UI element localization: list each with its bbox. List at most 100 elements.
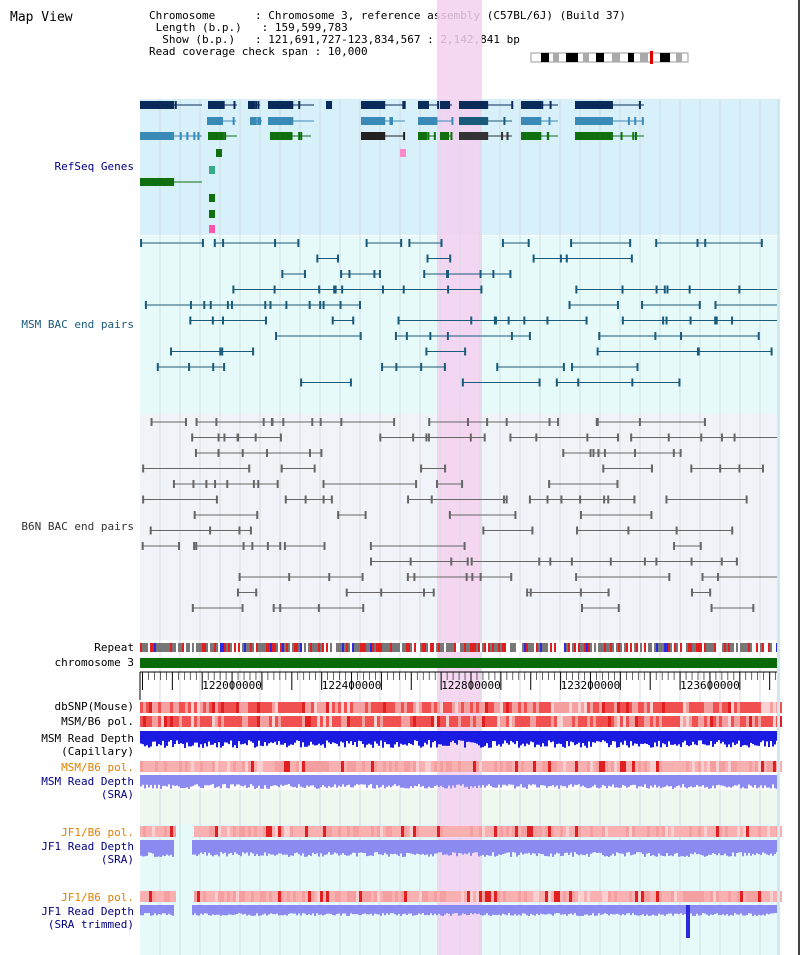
depth-bin: [214, 731, 216, 744]
polymorphism-bin: [491, 761, 494, 772]
repeat-bin: [222, 643, 224, 652]
depth-bin: [468, 905, 470, 916]
depth-bin: [176, 731, 178, 741]
depth-bin: [394, 840, 396, 854]
depth-bin: [170, 905, 172, 915]
label-refseq[interactable]: RefSeq Genes: [54, 160, 134, 173]
polymorphism-bin: [731, 826, 734, 837]
depth-bin: [446, 731, 448, 746]
depth-bin: [408, 905, 410, 914]
depth-bin: [402, 905, 404, 915]
depth-bin: [504, 775, 506, 785]
depth-bin: [160, 775, 162, 789]
depth-bin: [590, 905, 592, 916]
polymorphism-bin: [167, 891, 170, 902]
depth-bin: [740, 775, 742, 789]
depth-bin: [380, 731, 382, 741]
polymorphism-bin: [662, 716, 665, 727]
depth-bin: [178, 731, 180, 744]
polymorphism-bin: [557, 826, 560, 837]
polymorphism-bin: [344, 826, 347, 837]
polymorphism-bin: [665, 761, 668, 772]
depth-bin: [772, 775, 774, 785]
depth-bin: [732, 731, 734, 743]
polymorphism-bin: [713, 826, 716, 837]
depth-bin: [202, 731, 204, 748]
repeat-bin: [364, 643, 366, 652]
polymorphism-bin: [518, 761, 521, 772]
polymorphism-bin: [353, 716, 356, 727]
gene-exon: [142, 178, 145, 186]
repeat-bin: [642, 643, 644, 652]
depth-bin: [260, 775, 262, 789]
depth-bin: [660, 775, 662, 789]
depth-bin: [598, 775, 600, 789]
depth-bin: [678, 905, 680, 915]
depth-bin: [186, 731, 188, 743]
polymorphism-bin: [266, 716, 269, 727]
depth-bin: [596, 905, 598, 916]
polymorphism-bin: [767, 891, 770, 902]
polymorphism-bin: [551, 702, 554, 713]
label-b6n-bac[interactable]: B6N BAC end pairs: [21, 520, 134, 533]
depth-bin: [694, 731, 696, 745]
polymorphism-bin: [575, 761, 578, 772]
polymorphism-bin: [602, 891, 605, 902]
gene-exon: [420, 101, 423, 109]
polymorphism-bin: [770, 716, 773, 727]
depth-bin: [552, 731, 554, 742]
depth-bin: [202, 905, 204, 915]
polymorphism-bin: [338, 716, 341, 727]
depth-bin: [230, 840, 232, 853]
bac-end: [690, 588, 693, 597]
polymorphism-bin: [713, 716, 716, 727]
depth-bin: [364, 905, 366, 914]
depth-bin: [444, 905, 446, 915]
polymorphism-bin: [509, 702, 512, 713]
repeat-bin: [462, 643, 464, 652]
depth-bin: [512, 905, 514, 916]
polymorphism-bin: [608, 702, 611, 713]
depth-bin: [704, 840, 706, 857]
depth-bin: [576, 840, 578, 855]
depth-bin: [394, 731, 396, 745]
polymorphism-bin: [566, 891, 569, 902]
polymorphism-bin: [632, 891, 635, 902]
repeat-bin: [150, 643, 152, 652]
depth-bin: [722, 731, 724, 742]
depth-bin: [228, 731, 230, 745]
depth-bin: [732, 905, 734, 916]
depth-bin: [566, 731, 568, 742]
depth-bin: [358, 840, 360, 853]
polymorphism-bin: [767, 761, 770, 772]
bac-end: [470, 316, 473, 325]
polymorphism-bin: [311, 702, 314, 713]
depth-bin: [714, 905, 716, 915]
depth-bin: [742, 840, 744, 857]
depth-bin: [582, 905, 584, 916]
polymorphism-bin: [416, 716, 419, 727]
bac-end: [280, 464, 283, 473]
depth-bin: [452, 731, 454, 741]
depth-bin: [276, 840, 278, 855]
polymorphism-bin: [434, 716, 437, 727]
depth-bin: [146, 840, 148, 856]
depth-bin: [512, 840, 514, 853]
depth-bin: [158, 775, 160, 785]
bac-end: [557, 418, 560, 426]
polymorphism-bin: [407, 702, 410, 713]
depth-bin: [758, 731, 760, 746]
polymorphism-bin: [242, 761, 245, 772]
bac-end: [757, 332, 760, 340]
polymorphism-bin: [221, 761, 224, 772]
depth-bin: [446, 905, 448, 914]
label-jf1-depth-sra-2: (SRA): [100, 853, 134, 866]
label-msm-bac[interactable]: MSM BAC end pairs: [21, 318, 134, 331]
depth-bin: [240, 731, 242, 745]
depth-bin: [774, 775, 776, 789]
depth-bin: [500, 775, 502, 788]
gene-exon: [361, 132, 364, 140]
depth-bin: [654, 840, 656, 857]
header-info: Chromosome : Chromosome 3, reference ass…: [149, 9, 626, 58]
